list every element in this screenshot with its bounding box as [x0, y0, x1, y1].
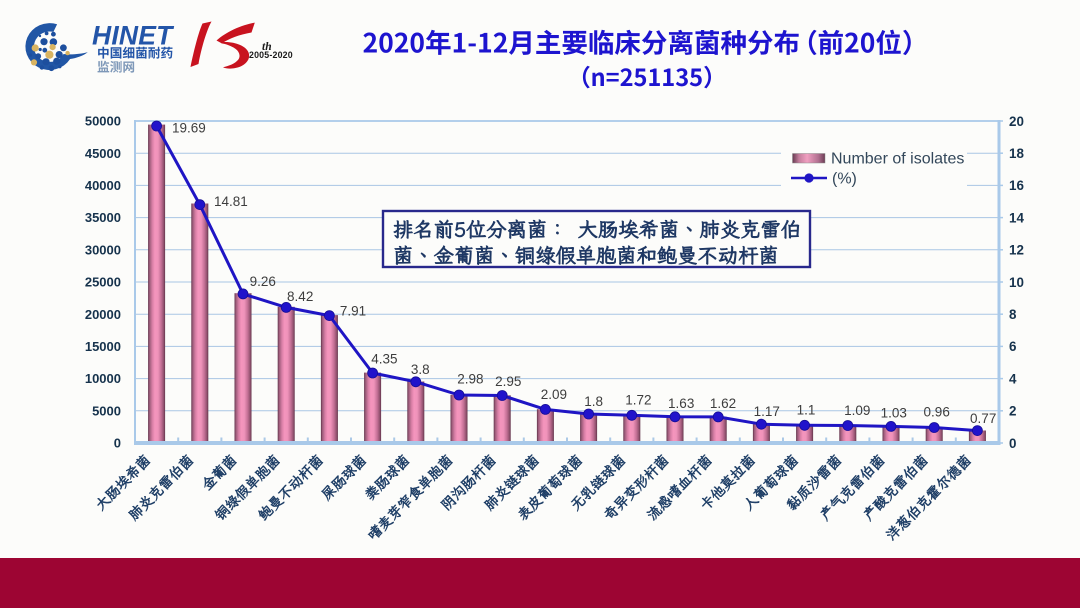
- svg-text:20000: 20000: [85, 307, 121, 322]
- svg-text:12: 12: [1009, 243, 1024, 258]
- svg-text:10: 10: [1009, 275, 1024, 290]
- svg-text:14: 14: [1009, 210, 1024, 225]
- svg-text:25000: 25000: [85, 275, 121, 290]
- svg-text:14.81: 14.81: [214, 194, 248, 209]
- svg-text:18: 18: [1009, 146, 1024, 161]
- svg-text:1.8: 1.8: [584, 394, 603, 409]
- svg-text:1.1: 1.1: [797, 403, 816, 418]
- svg-text:8.42: 8.42: [287, 289, 313, 304]
- svg-text:1.17: 1.17: [754, 404, 780, 419]
- svg-text:1.63: 1.63: [668, 396, 694, 411]
- svg-text:0: 0: [1009, 436, 1016, 451]
- svg-text:1.62: 1.62: [710, 396, 736, 411]
- svg-text:40000: 40000: [85, 178, 121, 193]
- svg-text:0: 0: [114, 436, 121, 451]
- svg-text:0.77: 0.77: [970, 411, 996, 426]
- svg-text:20: 20: [1009, 114, 1024, 129]
- svg-text:1.03: 1.03: [881, 406, 907, 421]
- svg-text:4: 4: [1009, 371, 1017, 386]
- svg-text:1.09: 1.09: [844, 403, 870, 418]
- svg-text:Number of isolates: Number of isolates: [831, 151, 964, 168]
- svg-text:2.95: 2.95: [495, 374, 521, 389]
- svg-text:4.35: 4.35: [371, 352, 397, 367]
- svg-text:th: th: [262, 41, 272, 53]
- svg-text:8: 8: [1009, 307, 1017, 322]
- svg-text:30000: 30000: [85, 242, 121, 257]
- svg-text:16: 16: [1009, 178, 1024, 193]
- svg-text:3.8: 3.8: [411, 362, 430, 377]
- svg-text:0.96: 0.96: [924, 405, 950, 420]
- svg-text:2005-2020: 2005-2020: [249, 50, 293, 60]
- svg-text:19.69: 19.69: [172, 121, 206, 136]
- svg-text:9.26: 9.26: [250, 274, 276, 289]
- svg-text:2: 2: [1009, 404, 1016, 419]
- svg-text:6: 6: [1009, 339, 1016, 354]
- svg-text:2.98: 2.98: [457, 372, 483, 387]
- svg-text:15000: 15000: [85, 339, 121, 354]
- svg-text:10000: 10000: [85, 371, 121, 386]
- svg-text:2.09: 2.09: [541, 387, 567, 402]
- svg-text:(%): (%): [832, 171, 857, 188]
- svg-text:35000: 35000: [85, 210, 121, 225]
- svg-text:7.91: 7.91: [340, 304, 366, 319]
- svg-text:1.72: 1.72: [625, 393, 651, 408]
- svg-text:50000: 50000: [85, 114, 121, 129]
- svg-text:HINET: HINET: [92, 21, 175, 51]
- svg-text:45000: 45000: [85, 146, 121, 161]
- svg-text:5000: 5000: [92, 403, 121, 418]
